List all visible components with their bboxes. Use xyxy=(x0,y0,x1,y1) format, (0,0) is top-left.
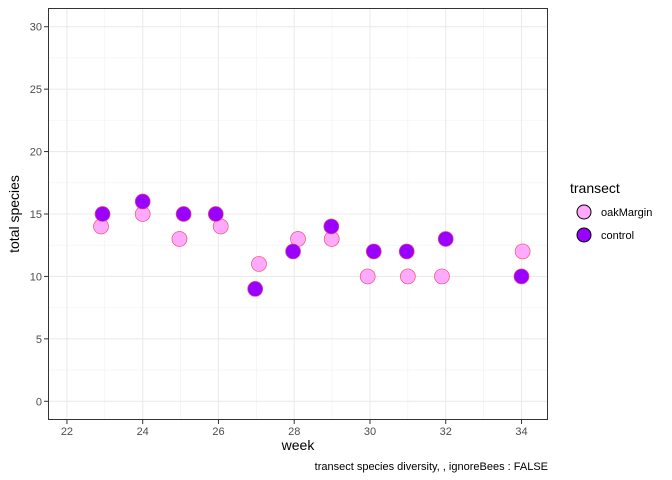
grid-lines xyxy=(48,8,548,420)
data-point-control xyxy=(323,218,340,235)
legend: transect oakMargin control xyxy=(570,180,652,243)
x-axis-title: week xyxy=(281,437,316,453)
data-points xyxy=(93,193,531,297)
axis-ticks: 22 24 26 28 30 32 34 0 5 10 15 20 25 30 xyxy=(30,22,528,438)
x-tick-label: 34 xyxy=(515,426,527,438)
legend-key-oakMargin xyxy=(576,204,592,220)
data-point-control xyxy=(398,243,415,260)
x-tick-label: 24 xyxy=(137,426,149,438)
data-point-oakMargin xyxy=(434,268,450,285)
data-point-control xyxy=(513,268,530,285)
data-point-oakMargin xyxy=(399,268,416,285)
data-point-control xyxy=(247,281,264,297)
legend-label-control: control xyxy=(601,230,634,242)
y-tick-label: 0 xyxy=(36,396,42,408)
data-point-control xyxy=(94,206,111,222)
data-point-control xyxy=(365,243,382,260)
y-tick-label: 10 xyxy=(30,271,42,283)
data-point-control xyxy=(207,206,224,222)
x-tick-label: 30 xyxy=(364,426,376,438)
data-point-control xyxy=(175,206,192,222)
x-tick-label: 26 xyxy=(212,426,224,438)
panel-border xyxy=(48,8,548,420)
data-point-control xyxy=(437,231,454,247)
y-tick-label: 30 xyxy=(30,22,42,34)
data-point-control xyxy=(134,193,151,210)
data-point-oakMargin xyxy=(171,231,188,247)
caption: transect species diversity, , ignoreBees… xyxy=(315,461,548,473)
y-tick-label: 15 xyxy=(30,209,42,221)
data-point-oakMargin xyxy=(359,268,376,285)
y-tick-label: 20 xyxy=(30,147,42,159)
legend-key-control xyxy=(576,227,592,243)
y-tick-label: 5 xyxy=(36,334,42,346)
x-tick-label: 22 xyxy=(61,426,73,438)
x-tick-label: 28 xyxy=(288,426,300,438)
data-point-oakMargin xyxy=(251,256,267,272)
data-point-control xyxy=(285,243,301,260)
x-tick-label: 32 xyxy=(440,426,452,438)
legend-title: transect xyxy=(570,180,620,196)
y-axis-title: total species xyxy=(6,175,22,253)
legend-label-oakMargin: oakMargin xyxy=(601,207,652,219)
data-point-oakMargin xyxy=(514,243,531,260)
y-tick-label: 25 xyxy=(30,84,42,96)
